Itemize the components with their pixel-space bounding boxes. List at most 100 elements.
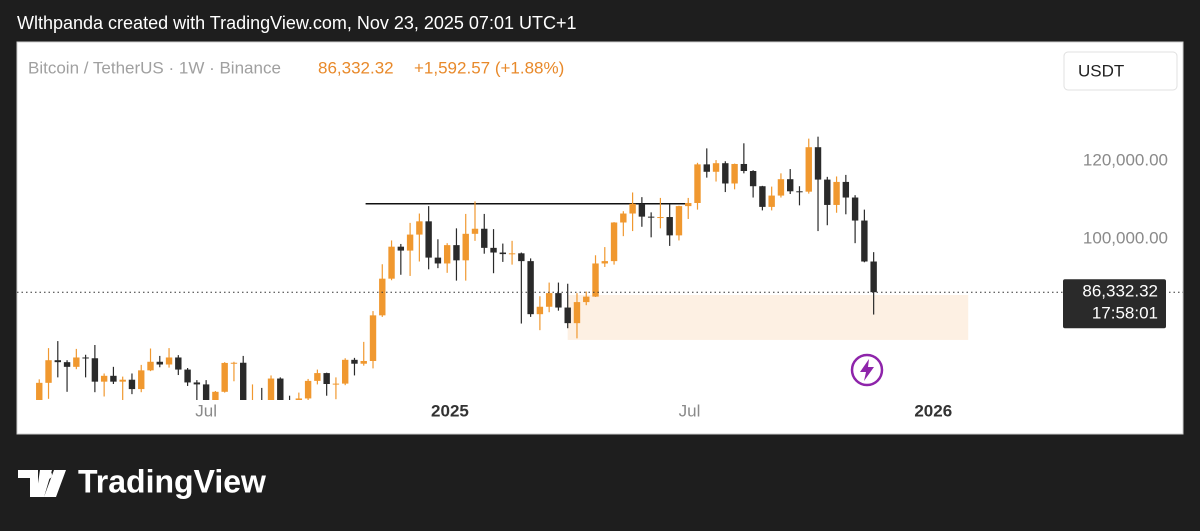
logo-mark (18, 470, 66, 497)
price-tag: 86,332.32 17:58:01 (1063, 279, 1166, 329)
candle-body (814, 147, 822, 180)
candle-body (332, 383, 340, 385)
candle-body (221, 362, 228, 392)
candle-body (193, 382, 201, 385)
candle-body (138, 370, 145, 390)
candle-body (323, 373, 330, 385)
candle-body (36, 382, 43, 400)
candle-body (240, 362, 247, 400)
candle-body (481, 228, 488, 248)
candle-body (184, 369, 191, 383)
candle-body (63, 362, 71, 367)
candle-body (564, 307, 571, 324)
candle-body (759, 186, 766, 207)
candle-body (777, 179, 785, 196)
candle-body (406, 234, 414, 251)
candle-body (91, 358, 99, 382)
candle-body (82, 357, 89, 359)
candle-body (555, 293, 562, 308)
plot-area (36, 136, 969, 400)
candle-body (722, 163, 729, 184)
price-tag-countdown: 17:58:01 (1092, 304, 1158, 323)
candle-body (851, 197, 859, 221)
candle-body (295, 398, 303, 400)
candle-body (416, 221, 423, 235)
currency-label[interactable]: USDT (1078, 61, 1124, 80)
candle-body (796, 191, 803, 193)
candle-body (100, 375, 108, 382)
candle-body (462, 233, 469, 261)
candle-body (434, 257, 442, 264)
candle-body (128, 379, 136, 390)
candle-body (341, 359, 349, 384)
candle-body (666, 217, 673, 236)
currency-button[interactable] (1063, 51, 1178, 91)
logo-text: TradingView (78, 463, 266, 499)
candle-body (73, 357, 80, 367)
candle-body (304, 380, 312, 399)
candle-body (45, 360, 52, 383)
support-zone (567, 295, 969, 340)
event-icon[interactable] (850, 353, 884, 387)
candle-body (267, 378, 275, 400)
y-tick-label: 100,000.00 (1083, 228, 1168, 247)
candle-body (842, 181, 850, 198)
candle-body (518, 253, 525, 262)
candle-body (490, 247, 497, 253)
candle-body (573, 302, 581, 324)
candle-body (388, 246, 395, 279)
last-price: 86,332.32 (318, 58, 394, 77)
candle-body (165, 357, 173, 365)
candle-body (54, 360, 61, 363)
x-tick-label: Jul (195, 401, 217, 420)
candle-body (610, 222, 618, 262)
candle-body (647, 216, 655, 218)
candle-body (731, 163, 738, 184)
candle-body (453, 245, 460, 261)
x-tick-label: 2025 (431, 401, 469, 420)
candle-body (787, 179, 794, 192)
x-tick-label: Jul (679, 401, 701, 420)
candle-body (592, 263, 599, 297)
candle-body (768, 195, 775, 207)
candle-body (583, 296, 590, 303)
candle-body (147, 361, 154, 371)
candle-body (508, 253, 516, 255)
candle-body (156, 361, 163, 365)
price-change: +1,592.57 (+1.88%) (414, 58, 564, 77)
candle-body (230, 362, 238, 364)
candle-body (397, 246, 405, 251)
candle-body (629, 203, 636, 214)
candle-body (119, 379, 126, 382)
candle-body (314, 373, 321, 381)
candle-body (277, 378, 284, 400)
logo: TradingView (18, 463, 266, 499)
candle-body (601, 261, 608, 264)
candle-body (212, 391, 219, 400)
event-icon-bolt[interactable] (860, 359, 874, 381)
candle-body (657, 217, 664, 219)
candle-body (351, 359, 358, 364)
candle-body (620, 213, 627, 223)
candle-body (175, 357, 182, 370)
logo-dot (44, 471, 52, 479)
candle-body (870, 261, 877, 293)
candle-body (703, 164, 710, 172)
candle-body (443, 245, 451, 264)
candle-body (527, 261, 534, 315)
header-text: Wlthpanda created with TradingView.com, … (17, 13, 577, 33)
candle-body (202, 384, 210, 400)
candle-body (861, 220, 868, 262)
candle-body (379, 278, 386, 316)
candle-body (685, 202, 692, 207)
price-tag-box (1063, 279, 1166, 329)
candle-body (675, 206, 683, 236)
candle-body (369, 315, 377, 361)
candle-body (425, 221, 432, 258)
candle-body (833, 181, 840, 205)
candle-body (805, 147, 812, 192)
candle-body (638, 203, 646, 217)
candle-body (712, 163, 720, 172)
chart-panel (16, 41, 1184, 435)
